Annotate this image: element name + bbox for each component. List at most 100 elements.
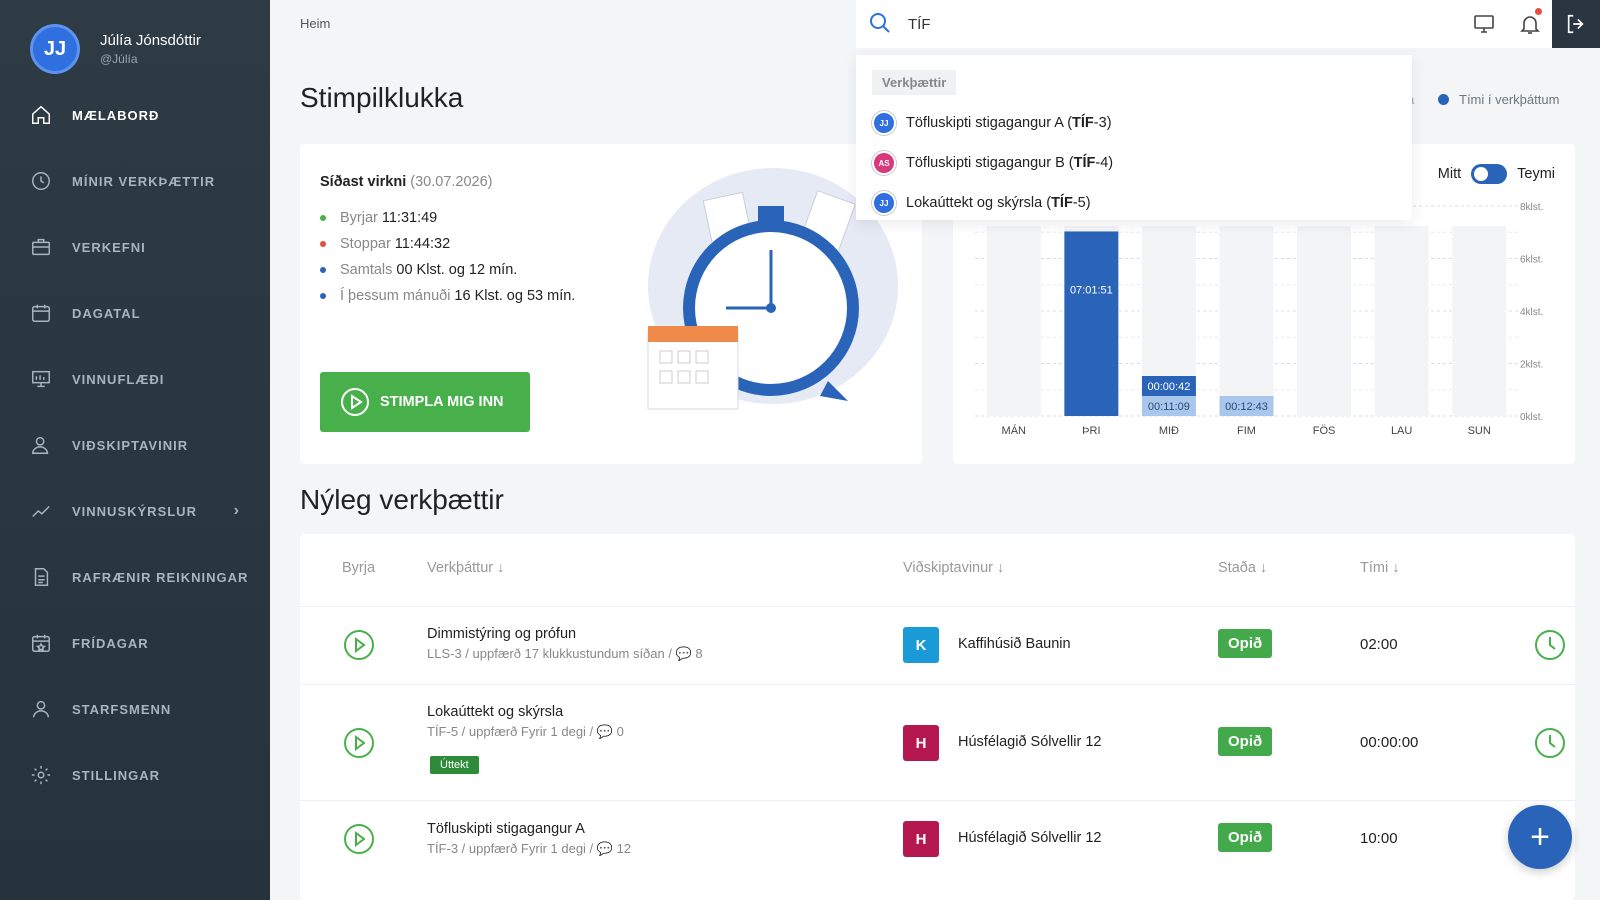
monitor-icon[interactable]: [1472, 12, 1496, 36]
toggle-right-label: Teymi: [1517, 166, 1555, 182]
stat-total: Samtals 00 Klst. og 12 mín.: [320, 262, 575, 278]
sidebar-item-settings[interactable]: STILLINGAR: [0, 742, 270, 808]
bar-background: [986, 226, 1041, 416]
sidebar-item-holidays[interactable]: FRÍDAGAR: [0, 610, 270, 676]
play-icon[interactable]: [343, 727, 375, 759]
bar-background: [1297, 226, 1352, 416]
weekly-hours-chart: 0klst. 2klst. 4klst. 6klst. 8klst. MÁN 07:01:5…: [975, 202, 1543, 437]
stamp-in-button[interactable]: STIMPLA MIG INN: [320, 372, 530, 432]
stat-month: Í þessum mánuði 16 Klst. og 53 mín.: [320, 288, 575, 304]
bullet: [320, 267, 326, 273]
profile-text: Júlía Jónsdóttir @Júlía: [100, 32, 201, 66]
x-tick-label: MIÐ: [1159, 425, 1179, 437]
workflow-icon: [30, 368, 52, 390]
clock-icon[interactable]: [1534, 727, 1566, 759]
bar-background: [1219, 226, 1274, 416]
header-time[interactable]: Tími ↓: [1360, 560, 1400, 576]
sidebar-item-label: STARFSMENN: [72, 701, 172, 717]
stat-label: Byrjar: [340, 210, 378, 226]
avatar: AS: [872, 151, 896, 175]
table-row[interactable]: Dimmistýring og prófun LLS-3 / uppfærð 1…: [300, 606, 1575, 684]
sidebar-item-my-tasks[interactable]: MÍNIR VERKÞÆTTIR: [0, 148, 270, 214]
stat-value: 11:44:32: [394, 236, 451, 252]
dropdown-header: Verkþættir: [872, 70, 957, 95]
header-customer[interactable]: Viðskiptavinur ↓: [903, 560, 1005, 576]
task-name[interactable]: Töfluskipti stigagangur A: [427, 821, 585, 837]
sidebar-item-label: VERKEFNI: [72, 239, 146, 255]
task-name[interactable]: Lokaúttekt og skýrsla: [427, 704, 564, 720]
task-name[interactable]: Dimmistýring og prófun: [427, 626, 577, 642]
user-icon: [30, 434, 52, 456]
bar: [1219, 396, 1274, 416]
search-result-item[interactable]: AS Töfluskipti stigagangur B (TÍF -4): [872, 151, 1113, 175]
bar-stacked: [1141, 376, 1196, 396]
sidebar-item-calendar[interactable]: DAGATAL: [0, 280, 270, 346]
sidebar-item-reports[interactable]: VINNUSKÝRSLUR ›: [0, 478, 270, 544]
x-tick-label: FÖS: [1313, 425, 1336, 437]
search-input[interactable]: [908, 15, 1408, 33]
chevron-right-icon[interactable]: ›: [233, 502, 240, 519]
mine-team-toggle[interactable]: Mitt Teymi: [1438, 164, 1555, 184]
sidebar-item-label: VINNUFLÆÐI: [72, 371, 165, 387]
table-row[interactable]: Töfluskipti stigagangur A TÍF-3 / uppfær…: [300, 800, 1575, 890]
x-tick-label: FIM: [1237, 425, 1256, 437]
status-badge: Opið: [1218, 727, 1273, 756]
header-status[interactable]: Staða ↓: [1218, 560, 1268, 576]
users-icon: [30, 698, 52, 720]
logout-button[interactable]: [1552, 0, 1600, 48]
sidebar-item-label: VIÐSKIPTAVINIR: [72, 437, 189, 453]
customer-name[interactable]: Húsfélagið Sólvellir 12: [958, 734, 1102, 750]
clock-icon[interactable]: [1534, 629, 1566, 661]
stat-start: Byrjar 11:31:49: [320, 210, 575, 226]
customer-name[interactable]: Kaffihúsið Baunin: [958, 636, 1071, 652]
search-result-item[interactable]: JJ Lokaúttekt og skýrsla (TÍF -5): [872, 191, 1091, 215]
bar: [1141, 396, 1196, 416]
task-tag: Úttekt: [430, 756, 479, 774]
play-icon[interactable]: [343, 629, 375, 661]
header-start: Byrja: [342, 560, 376, 576]
search-icon[interactable]: [868, 11, 894, 37]
bar-value-label: 00:12:43: [1225, 401, 1268, 413]
toggle-switch[interactable]: [1471, 164, 1508, 184]
user-profile[interactable]: JJ Júlía Jónsdóttir @Júlía: [30, 24, 201, 74]
stat-value: 16 Klst. og 53 mín.: [454, 288, 576, 304]
recent-tasks-title: Nýleg verkþættir: [300, 484, 504, 515]
bell-icon[interactable]: [1518, 8, 1542, 36]
gear-icon: [30, 764, 52, 786]
notification-dot: [1535, 8, 1542, 15]
sidebar-item-invoices[interactable]: RAFRÆNIR REIKNINGAR: [0, 544, 270, 610]
result-name: Töfluskipti stigagangur A (: [906, 115, 1073, 131]
stat-stop: Stoppar 11:44:32: [320, 236, 575, 252]
sidebar-item-workflow[interactable]: VINNUFLÆÐI: [0, 346, 270, 412]
sidebar-item-dashboard[interactable]: MÆLABORÐ: [0, 82, 270, 148]
sidebar-item-label: MÆLABORÐ: [72, 107, 160, 123]
sidebar-item-customers[interactable]: VIÐSKIPTAVINIR: [0, 412, 270, 478]
stopwatch-illustration: [647, 168, 898, 410]
bar-background: [1374, 226, 1429, 416]
avatar[interactable]: JJ: [30, 24, 80, 74]
time-value: 02:00: [1360, 636, 1398, 653]
result-code: TÍF: [1073, 155, 1096, 171]
table-row[interactable]: Lokaúttekt og skýrsla TÍF-5 / uppfærð Fy…: [300, 684, 1575, 800]
x-tick-label: SUN: [1468, 425, 1491, 437]
play-icon: [341, 388, 369, 416]
header-task[interactable]: Verkþáttur ↓: [427, 560, 505, 576]
breadcrumb[interactable]: Heim: [300, 16, 331, 31]
sidebar-item-projects[interactable]: VERKEFNI: [0, 214, 270, 280]
search-result-item[interactable]: JJ Töfluskipti stigagangur A (TÍF -3): [872, 111, 1112, 135]
task-meta: TÍF-5 / uppfærð Fyrir 1 degi / 💬 0: [427, 724, 624, 739]
document-icon: [30, 566, 52, 588]
result-suffix: -5): [1072, 195, 1091, 211]
status-badge: Opið: [1218, 823, 1273, 852]
task-meta: TÍF-3 / uppfærð Fyrir 1 degi / 💬 12: [427, 841, 632, 856]
play-icon[interactable]: [343, 823, 375, 855]
result-suffix: -3): [1093, 115, 1112, 131]
customer-name[interactable]: Húsfélagið Sólvellir 12: [958, 830, 1102, 846]
sidebar-item-employees[interactable]: STARFSMENN: [0, 676, 270, 742]
task-meta: LLS-3 / uppfærð 17 klukkustundum síðan /…: [427, 646, 703, 661]
recent-tasks-table: Byrja Verkþáttur ↓ Viðskiptavinur ↓ Stað…: [300, 534, 1575, 900]
sidebar-item-label: DAGATAL: [72, 305, 141, 321]
sidebar-item-label: MÍNIR VERKÞÆTTIR: [72, 173, 216, 189]
x-tick-label: LAU: [1391, 425, 1412, 437]
add-button[interactable]: +: [1508, 805, 1572, 869]
